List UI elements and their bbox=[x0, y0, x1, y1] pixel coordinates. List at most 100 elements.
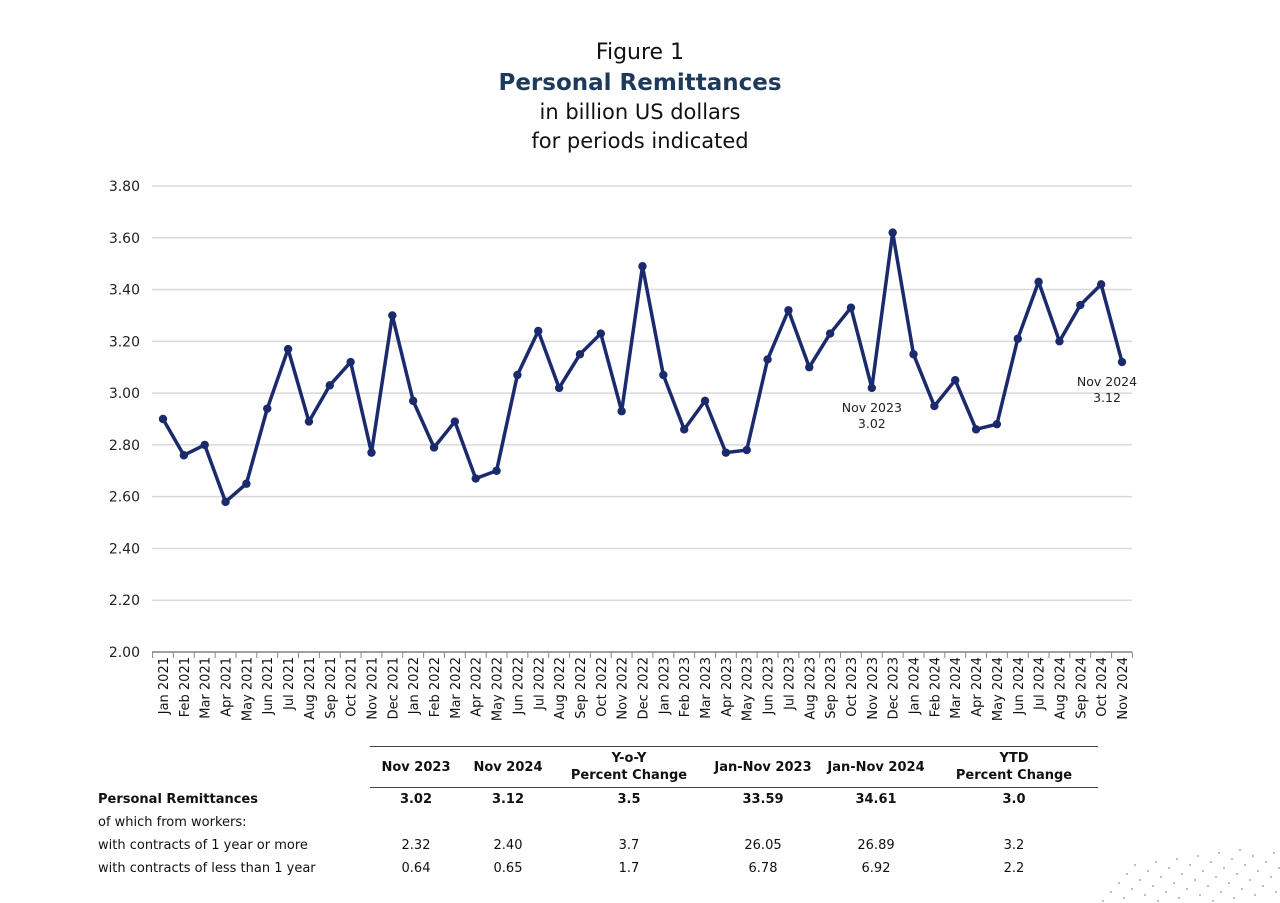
data-point bbox=[179, 451, 189, 460]
table-cell bbox=[370, 811, 462, 834]
x-tick-label: Sep 2021 bbox=[324, 657, 339, 719]
x-tick-label: Dec 2022 bbox=[637, 657, 652, 719]
table-row: with contracts of 1 year or more 2.32 2.40… bbox=[94, 834, 1098, 857]
x-axis: Jan 2021 Feb 2021 Mar 2021 Apr 2021 May 2021… bbox=[152, 651, 1133, 721]
x-tick-label: Feb 2022 bbox=[428, 657, 443, 717]
x-tick-label: Aug 2022 bbox=[553, 657, 568, 720]
y-tick-label: 2.40 bbox=[109, 541, 140, 557]
decorative-dot bbox=[1272, 851, 1276, 855]
data-point bbox=[408, 396, 418, 406]
table-row: Personal Remittances 3.02 3.12 3.5 33.59 34.6… bbox=[94, 788, 1098, 812]
data-point bbox=[679, 425, 689, 434]
table-cell: 3.02 bbox=[399, 792, 433, 807]
decorative-dot bbox=[1256, 869, 1260, 873]
row-label: Personal Remittances bbox=[98, 791, 258, 807]
annotation-value: 3.02 bbox=[858, 416, 886, 431]
y-tick-label: 3.80 bbox=[109, 179, 140, 195]
data-point bbox=[930, 401, 939, 411]
x-tick-label: May 2021 bbox=[240, 657, 255, 721]
x-tick-label: Nov 2023 bbox=[866, 657, 881, 720]
decorative-dot bbox=[1156, 899, 1160, 903]
chart-title: Personal Remittances bbox=[498, 70, 782, 96]
table-cell: 26.89 bbox=[857, 838, 895, 853]
table-cell: 3.12 bbox=[491, 792, 525, 807]
decorative-dot bbox=[1164, 890, 1168, 894]
decorative-dot bbox=[1217, 851, 1221, 855]
data-point bbox=[200, 440, 209, 450]
x-tick-label: Nov 2024 bbox=[1116, 657, 1131, 720]
x-tick-label: Jan 2022 bbox=[407, 657, 422, 715]
annotation-label: Nov 2023 bbox=[842, 400, 902, 415]
x-tick-label: Jan 2021 bbox=[157, 657, 172, 715]
data-point bbox=[1013, 334, 1022, 343]
col-header-nov-2023: Nov 2023 bbox=[370, 746, 462, 788]
decorative-dot bbox=[1235, 872, 1239, 876]
decorative-dot bbox=[1274, 890, 1278, 894]
y-tick-label: 3.40 bbox=[109, 283, 140, 299]
data-point bbox=[1117, 357, 1127, 367]
data-point bbox=[1096, 280, 1106, 289]
table-cell: 26.05 bbox=[744, 838, 782, 853]
row-label: with contracts of 1 year or more bbox=[98, 838, 308, 853]
data-point bbox=[554, 383, 564, 393]
table-cell: 3.7 bbox=[618, 838, 640, 853]
line-chart: 2.00 2.20 2.40 2.60 2.80 3.00 3.20 3.40 3.60 3.80… bbox=[109, 179, 1137, 721]
decorative-dot bbox=[1130, 887, 1134, 891]
series-personal-remittances bbox=[158, 228, 1127, 507]
table-cell: 2.32 bbox=[401, 838, 431, 853]
decorative-dot bbox=[1159, 875, 1163, 879]
data-point bbox=[388, 311, 397, 320]
y-axis: 2.00 2.20 2.40 2.60 2.80 3.00 3.20 3.40 3.60 3.80 bbox=[109, 179, 140, 661]
decorative-dot bbox=[1206, 884, 1210, 888]
row-label: of which from workers: bbox=[98, 815, 247, 830]
table-cell bbox=[822, 811, 930, 834]
data-point bbox=[429, 443, 439, 452]
data-point bbox=[492, 466, 501, 475]
decorative-dot bbox=[1227, 881, 1231, 885]
data-point bbox=[825, 329, 835, 338]
y-tick-label: 2.20 bbox=[109, 593, 140, 609]
data-point bbox=[534, 326, 543, 336]
x-tick-label: Apr 2024 bbox=[970, 657, 985, 717]
decorative-dot bbox=[1214, 875, 1218, 879]
x-tick-label: Feb 2021 bbox=[178, 657, 193, 717]
data-point bbox=[1076, 300, 1085, 310]
data-point bbox=[617, 407, 626, 416]
x-tick-label: Mar 2022 bbox=[449, 657, 464, 719]
decorative-dot bbox=[1193, 878, 1197, 882]
chart-header: Figure 1 Personal Remittances in billion… bbox=[0, 38, 1280, 156]
chart-subtitle-line2: for periods indicated bbox=[531, 129, 749, 153]
table-cell bbox=[554, 811, 704, 834]
x-tick-label: Feb 2024 bbox=[928, 657, 943, 717]
x-tick-label: Jan 2023 bbox=[657, 657, 672, 715]
data-point bbox=[971, 425, 981, 434]
data-point bbox=[638, 262, 647, 271]
data-point bbox=[304, 417, 314, 426]
decorative-dot bbox=[1146, 869, 1150, 873]
data-point bbox=[742, 445, 751, 455]
x-tick-label: Mar 2024 bbox=[949, 657, 964, 719]
data-point bbox=[992, 419, 1002, 429]
x-tick-label: Aug 2023 bbox=[803, 657, 818, 720]
table-row: with contracts of less than 1 year 0.64 0.… bbox=[94, 857, 1098, 880]
data-point bbox=[471, 474, 480, 483]
decorative-dot bbox=[1180, 872, 1184, 876]
decorative-dot bbox=[1261, 884, 1265, 888]
x-tick-label: Aug 2024 bbox=[1053, 657, 1068, 720]
data-point bbox=[283, 344, 293, 354]
decorative-dot bbox=[1133, 863, 1137, 867]
table-cell: 2.40 bbox=[493, 838, 523, 853]
decorative-dot bbox=[1264, 860, 1268, 864]
table-cell: 34.61 bbox=[855, 792, 897, 807]
col-header-ytd: YTD Percent Change bbox=[930, 746, 1098, 788]
decorative-dot bbox=[1154, 860, 1158, 864]
x-tick-label: Oct 2022 bbox=[595, 657, 610, 717]
decorative-dot bbox=[1188, 863, 1192, 867]
data-point bbox=[721, 448, 731, 457]
x-tick-label: Jul 2021 bbox=[282, 657, 297, 711]
x-tick-label: Jul 2024 bbox=[1033, 657, 1048, 711]
data-point bbox=[367, 448, 376, 457]
table-cell: 0.64 bbox=[401, 861, 431, 876]
x-tick-label: Oct 2021 bbox=[345, 657, 360, 717]
decorative-dot bbox=[1253, 893, 1257, 897]
